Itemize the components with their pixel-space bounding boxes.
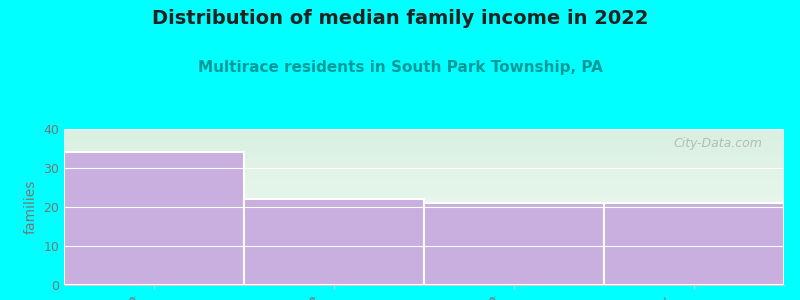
Text: Distribution of median family income in 2022: Distribution of median family income in … — [152, 9, 648, 28]
Text: Multirace residents in South Park Township, PA: Multirace residents in South Park Townsh… — [198, 60, 602, 75]
Y-axis label: families: families — [24, 180, 38, 234]
Bar — [604, 203, 784, 285]
Text: City-Data.com: City-Data.com — [674, 137, 762, 150]
Bar — [64, 152, 244, 285]
Bar — [244, 199, 424, 285]
Bar — [424, 203, 604, 285]
